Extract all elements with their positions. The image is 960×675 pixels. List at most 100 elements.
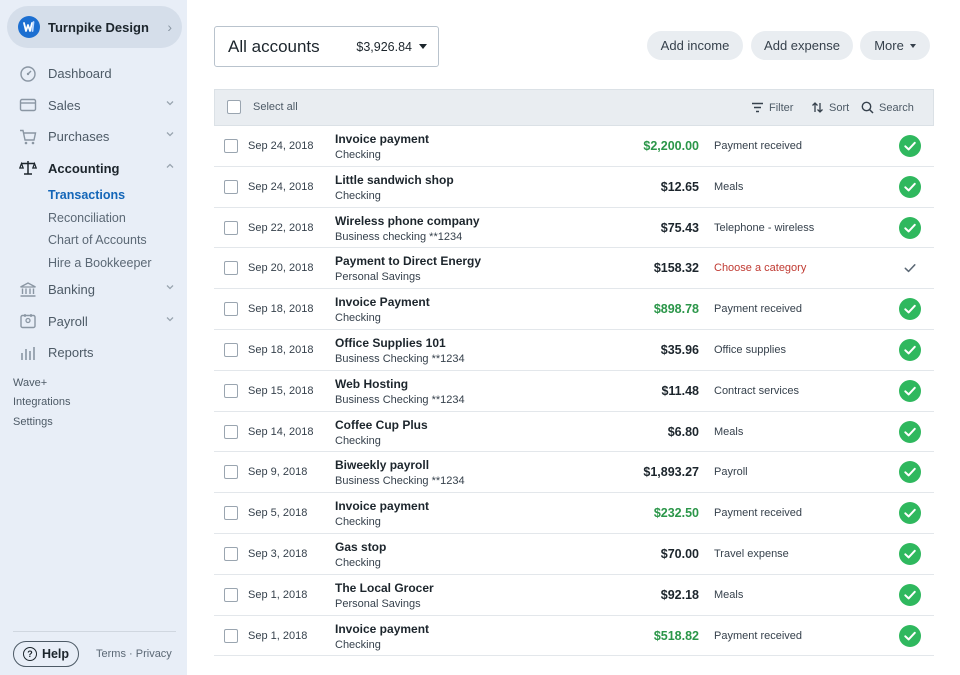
account-selector[interactable]: All accounts $3,926.84 — [214, 26, 439, 67]
transaction-category[interactable]: Meals — [714, 180, 744, 193]
row-checkbox[interactable] — [224, 261, 238, 276]
sidebar-item-banking[interactable]: Banking — [0, 274, 187, 306]
row-checkbox[interactable] — [224, 506, 238, 521]
transaction-category[interactable]: Payment received — [714, 629, 803, 642]
transaction-category[interactable]: Telephone - wireless — [714, 221, 815, 234]
row-checkbox[interactable] — [224, 139, 238, 153]
transaction-description[interactable]: The Local Grocer — [335, 580, 434, 595]
filter-button[interactable]: Filter — [751, 101, 793, 114]
table-row[interactable]: Sep 18, 2018 Office Supplies 101 Business … — [214, 330, 934, 371]
check-circle-icon[interactable] — [899, 135, 921, 157]
transaction-category[interactable]: Payment received — [714, 303, 803, 316]
row-checkbox[interactable] — [224, 342, 238, 357]
terms-link[interactable]: Terms — [96, 648, 126, 660]
transaction-description[interactable]: Coffee Cup Plus — [335, 417, 428, 432]
sidebar-item-purchases[interactable]: Purchases — [0, 121, 187, 153]
transaction-category[interactable]: Contract services — [714, 384, 799, 397]
transaction-description[interactable]: Invoice Payment — [335, 295, 430, 310]
table-row[interactable]: Sep 3, 2018 Gas stop Checking $70.00 Travel … — [214, 534, 934, 575]
add-income-button[interactable]: Add income — [647, 31, 743, 60]
table-row[interactable]: Sep 22, 2018 Wireless phone company Busine… — [214, 208, 934, 249]
transaction-description[interactable]: Invoice payment — [335, 621, 430, 636]
transaction-amount: $11.48 — [661, 383, 699, 398]
row-checkbox[interactable] — [224, 179, 238, 194]
transaction-category[interactable]: Payment received — [714, 140, 803, 152]
row-checkbox[interactable] — [224, 220, 238, 235]
sidebar-item-dashboard[interactable]: Dashboard — [0, 58, 187, 90]
check-circle-icon[interactable] — [899, 502, 921, 525]
transaction-description[interactable]: Wireless phone company — [335, 213, 480, 228]
sort-button[interactable]: Sort — [811, 101, 849, 114]
row-checkbox[interactable] — [224, 628, 238, 643]
transaction-description[interactable]: Little sandwich shop — [335, 172, 454, 187]
check-circle-icon[interactable] — [899, 216, 921, 239]
table-row[interactable]: Sep 1, 2018 Invoice payment Checking $518.8… — [214, 616, 934, 657]
sidebar-subitem-chart-of-accounts[interactable]: Chart of Accounts — [48, 233, 147, 248]
transaction-description[interactable]: Biweekly payroll — [335, 458, 430, 473]
sidebar-link-wave-plus[interactable]: Wave+ — [13, 376, 48, 389]
row-checkbox[interactable] — [224, 302, 238, 317]
more-button[interactable]: More — [860, 31, 930, 60]
sidebar-subitem-hire-a-bookkeeper[interactable]: Hire a Bookkeeper — [48, 255, 152, 270]
table-row[interactable]: Sep 1, 2018 The Local Grocer Personal Savi… — [214, 575, 934, 616]
sidebar-link-integrations[interactable]: Integrations — [13, 396, 71, 409]
transaction-category[interactable]: Payroll — [714, 466, 748, 479]
sidebar-item-sales[interactable]: Sales — [0, 90, 187, 122]
search-button[interactable]: Search — [861, 101, 914, 114]
check-circle-icon[interactable] — [899, 175, 921, 198]
transaction-category[interactable]: Meals — [714, 425, 744, 438]
transaction-category[interactable]: Office supplies — [714, 343, 786, 356]
check-circle-icon[interactable] — [899, 338, 921, 361]
check-circle-icon[interactable] — [899, 379, 921, 402]
row-checkbox[interactable] — [224, 587, 238, 602]
transaction-account: Checking — [335, 312, 381, 325]
scale-icon — [18, 158, 38, 178]
chevron-down-icon — [166, 285, 174, 290]
check-circle-icon[interactable] — [899, 298, 921, 321]
transaction-category[interactable]: Choose a category — [714, 262, 807, 275]
table-row[interactable]: Sep 20, 2018 Payment to Direct Energy Pers… — [214, 248, 934, 290]
table-row[interactable]: Sep 24, 2018 Little sandwich shop Checking… — [214, 167, 934, 208]
row-checkbox[interactable] — [224, 383, 238, 398]
select-all-checkbox[interactable] — [227, 100, 241, 114]
footer-separator: · — [129, 648, 133, 660]
row-checkbox[interactable] — [224, 546, 238, 561]
check-circle-icon[interactable] — [899, 420, 921, 443]
table-row[interactable]: Sep 24, 2018 Invoice payment Checking $2,20… — [214, 126, 934, 167]
table-row[interactable]: Sep 5, 2018 Invoice payment Checking $232.5… — [214, 493, 934, 534]
transaction-description[interactable]: Invoice payment — [335, 499, 430, 514]
cart-icon — [18, 127, 38, 147]
transaction-description[interactable]: Office Supplies 101 — [335, 335, 446, 350]
transaction-category[interactable]: Payment received — [714, 507, 803, 520]
help-button[interactable]: ? Help — [13, 641, 79, 667]
table-row[interactable]: Sep 14, 2018 Coffee Cup Plus Checking $6.80… — [214, 412, 934, 453]
reports-icon — [18, 343, 38, 363]
check-circle-icon[interactable] — [899, 461, 921, 484]
transaction-description[interactable]: Payment to Direct Energy — [335, 254, 482, 269]
sidebar-item-accounting[interactable]: Accounting — [0, 153, 187, 185]
transaction-category[interactable]: Travel expense — [714, 547, 789, 560]
sidebar-item-reports[interactable]: Reports — [0, 337, 187, 369]
transaction-date: Sep 15, 2018 — [248, 384, 314, 397]
add-expense-button[interactable]: Add expense — [751, 31, 853, 60]
table-row[interactable]: Sep 9, 2018 Biweekly payroll Business Chec… — [214, 452, 934, 494]
sales-icon — [18, 95, 38, 115]
sidebar-subitem-transactions[interactable]: Transactions — [48, 188, 126, 203]
privacy-link[interactable]: Privacy — [135, 648, 172, 660]
transaction-description[interactable]: Gas stop — [335, 539, 387, 554]
transaction-category[interactable]: Meals — [714, 588, 744, 601]
table-row[interactable]: Sep 18, 2018 Invoice Payment Checking $898.… — [214, 289, 934, 330]
check-circle-icon[interactable] — [899, 624, 921, 647]
check-circle-icon[interactable] — [899, 542, 921, 565]
sidebar-subitem-reconciliation[interactable]: Reconciliation — [48, 210, 126, 225]
transaction-description[interactable]: Invoice payment — [335, 132, 430, 146]
row-checkbox[interactable] — [224, 465, 238, 480]
row-checkbox[interactable] — [224, 424, 238, 439]
sidebar-item-payroll[interactable]: Payroll — [0, 306, 187, 338]
check-icon[interactable] — [899, 257, 921, 279]
check-circle-icon[interactable] — [899, 583, 921, 606]
transaction-description[interactable]: Web Hosting — [335, 376, 409, 391]
table-row[interactable]: Sep 15, 2018 Web Hosting Business Checking… — [214, 371, 934, 412]
business-switcher[interactable]: Turnpike Design › — [7, 6, 182, 48]
sidebar-link-settings[interactable]: Settings — [13, 415, 53, 428]
